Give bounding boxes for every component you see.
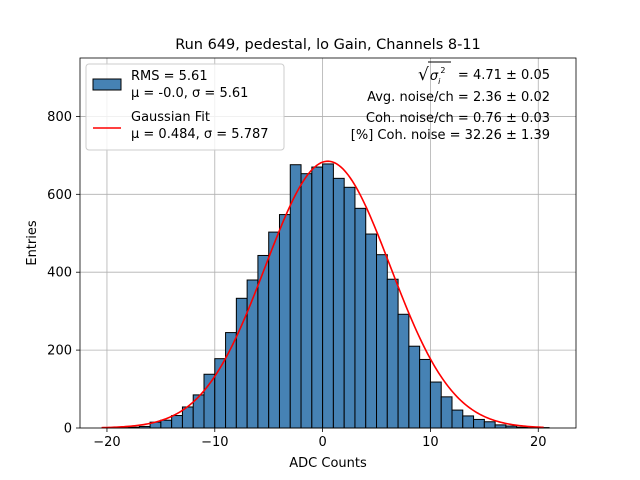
histogram-bar (408, 345, 421, 429)
histogram-bar (289, 164, 302, 429)
x-axis-label: ADC Counts (289, 456, 367, 471)
y-tick-label: 0 (64, 422, 72, 437)
histogram-bar (473, 418, 485, 429)
histogram-bar (268, 231, 280, 429)
histogram-bar (311, 166, 324, 429)
histogram-bar (300, 173, 313, 429)
histogram-bar (440, 396, 453, 429)
histogram-bar (483, 421, 496, 429)
histogram-bar (451, 409, 464, 429)
y-tick-label: 200 (47, 344, 72, 359)
x-tick-label: 0 (318, 435, 326, 450)
histogram-bar (171, 415, 183, 429)
x-tick-label: 10 (422, 435, 439, 450)
y-tick-label: 800 (47, 110, 72, 125)
annotation-avg-noise: Avg. noise/ch = 2.36 ± 0.02 (367, 90, 550, 105)
noise-annotations: √σi2 = 4.71 ± 0.05 Avg. noise/ch = 2.36 … (351, 61, 550, 143)
histogram-bars (106, 163, 550, 429)
annotation-sqrt-sigma: = 4.71 ± 0.05 (458, 68, 550, 83)
legend-histogram-label: RMS = 5.61 (131, 69, 208, 84)
legend-fit-label: Gaussian Fit (131, 110, 210, 125)
histogram-bar (419, 358, 431, 429)
histogram-bar (354, 207, 367, 429)
fit-curve-layer (101, 160, 544, 429)
histogram-bar (376, 254, 388, 429)
histogram-bar (332, 177, 345, 429)
histogram-bar (278, 214, 291, 429)
legend-frame (85, 63, 285, 151)
x-tick-label: −10 (201, 435, 228, 450)
histogram-bar (386, 278, 399, 429)
y-tick-label: 400 (47, 266, 72, 281)
annotation-coh-noise-percent: [%] Coh. noise = 32.26 ± 1.39 (351, 128, 550, 143)
histogram-bar (343, 186, 356, 429)
histogram-bar (322, 163, 334, 429)
legend: RMS = 5.61 μ = -0.0, σ = 5.61 Gaussian F… (85, 63, 285, 151)
chart-title: Run 649, pedestal, lo Gain, Channels 8-1… (175, 37, 481, 53)
x-tick-label: −20 (93, 435, 120, 450)
y-axis-ticks: 0 200 400 600 800 (47, 110, 80, 437)
histogram-bar (160, 419, 173, 429)
histogram-bar (246, 279, 259, 429)
histogram-bar (429, 381, 442, 429)
legend-histogram-stats: μ = -0.0, σ = 5.61 (131, 86, 248, 101)
histogram-bar (203, 373, 216, 429)
histogram-bar (397, 313, 410, 429)
annotation-coh-noise: Coh. noise/ch = 0.76 ± 0.03 (366, 111, 550, 126)
sigma-symbol: √σi2 (418, 65, 445, 86)
y-axis-label: Entries (25, 220, 40, 266)
y-tick-label: 600 (47, 188, 72, 203)
legend-histogram-swatch (92, 78, 122, 91)
legend-fit-stats: μ = 0.484, σ = 5.787 (131, 127, 269, 142)
histogram-bar (462, 415, 475, 429)
histogram-bar (365, 233, 378, 429)
histogram-bar (494, 424, 507, 429)
gaussian-fit-curve (101, 160, 544, 429)
x-tick-label: 20 (530, 435, 547, 450)
plot-frame (79, 57, 577, 429)
x-axis-ticks: −20 −10 0 10 20 (93, 428, 547, 450)
